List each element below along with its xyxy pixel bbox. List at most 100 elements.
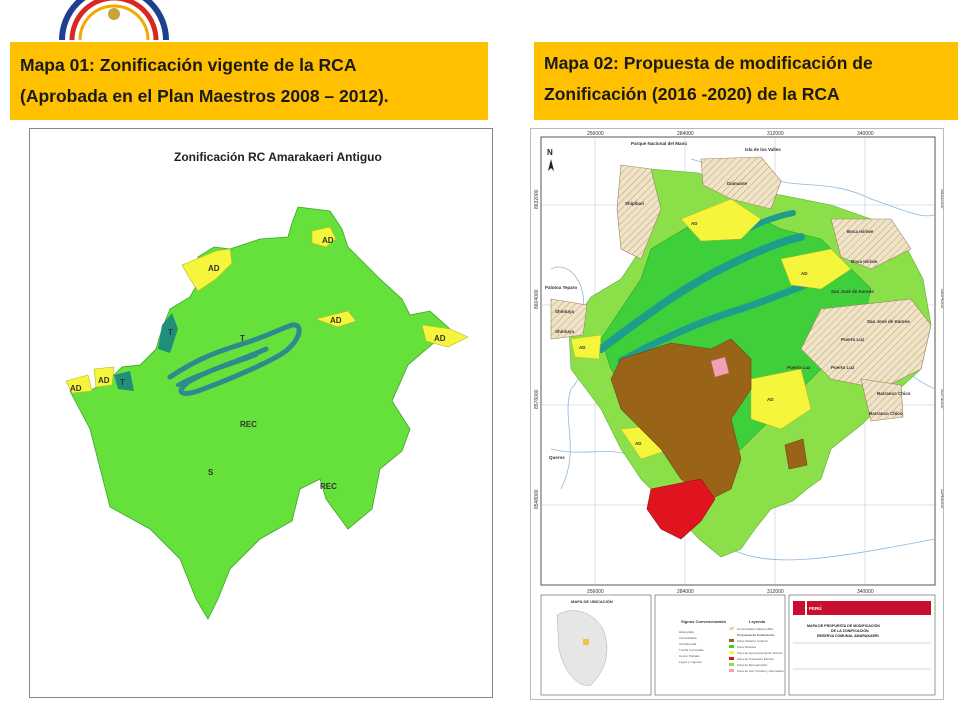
sign-item-1: Hidrografía	[679, 630, 694, 634]
map-01-label-rec-2: REC	[320, 482, 337, 491]
community-puerto-luz	[800, 298, 932, 390]
zone-ad-yellow-1	[680, 198, 762, 242]
map-01-label-ad-3: AD	[330, 316, 342, 325]
sign-item-6: Lagos y Lagunas	[679, 660, 702, 664]
place-boca-isiriwe: Boca Isiriwe	[847, 229, 874, 234]
legend-item-5: Zona de Aprovechamiento Directo	[737, 651, 783, 655]
legend-item-2: Propuesta de Zonificación	[737, 633, 775, 637]
map-01-current-zoning: Zonificación RC Amarakaeri Antiguo AD AD…	[29, 128, 493, 698]
coord-top-3: 312000	[767, 131, 784, 137]
zone-ad-yellow-2	[780, 248, 852, 290]
footer-signos-title: Signos Convencionales	[681, 619, 727, 624]
coord-left-2: 8604000	[534, 289, 540, 309]
map-01-label-ad-2: AD	[208, 264, 220, 273]
zone-pink	[710, 356, 730, 378]
map-01-label-ad-4: AD	[434, 334, 446, 343]
footer-ubicacion-title: MAPA DE UBICACIÓN	[571, 599, 613, 604]
map-01-label-ad-5: AD	[98, 376, 110, 385]
place-shintuya-2: Shintuya	[555, 329, 574, 334]
map-01-label-ad-6: AD	[70, 384, 82, 393]
map-02-canvas: 256000 284000 312000 340000 256000 28400…	[534, 131, 945, 696]
peru-shield-icon	[793, 601, 805, 615]
map-01-label-t-3: T	[120, 378, 125, 387]
zone-brown	[610, 338, 752, 500]
zone-ad-4	[421, 324, 469, 348]
place-puerto-luz: Puerto Luz	[841, 337, 865, 342]
zone-teal-river-1	[597, 233, 805, 353]
place-isla-valles: Isla de los Valles	[745, 147, 781, 152]
river-band-2	[176, 353, 258, 387]
footer-titulo-1: MAPA DE PROPUESTA DE MODIFICACIÓN	[807, 623, 880, 628]
sign-item-5: Centro Poblado	[679, 654, 700, 658]
community-boca-isiriwe	[830, 218, 912, 270]
map-01-title: Zonificación RC Amarakaeri Antiguo	[174, 150, 382, 164]
place-san-jose: San José de Karene	[831, 289, 874, 294]
caption-map-01-line1: Mapa 01: Zonificación vigente de la RCA	[20, 55, 357, 75]
footer-titulo-2: DE LA ZONIFICACIÓN	[831, 628, 869, 633]
place-boca-isiriwe-2: Boca Isiriwe	[851, 259, 878, 264]
map-01-label-ad-1: AD	[322, 236, 334, 245]
organization-logo	[59, 0, 169, 40]
sign-item-2: Vía Asfaltada	[679, 636, 697, 640]
map-02-footer: MAPA DE UBICACIÓN Signos Convencionales …	[540, 594, 936, 696]
place-palotoa: Palotoa Teparo	[545, 285, 577, 290]
sign-item-4: Trocha Carrozable	[679, 648, 704, 652]
zone-s-rec	[69, 206, 451, 620]
zone-ad-5	[93, 366, 115, 388]
coord-bottom-1: 256000	[587, 589, 604, 595]
place-ad-1: AD	[691, 221, 698, 226]
coord-bottom-3: 312000	[767, 589, 784, 595]
zone-t-2	[114, 371, 134, 391]
coord-bottom-4: 340000	[857, 589, 874, 595]
zone-ad-6	[65, 374, 93, 394]
coord-right-3: 8576000	[939, 389, 943, 409]
place-shintuya: Shintuya	[555, 309, 574, 314]
map-01-label-s: S	[208, 468, 214, 477]
place-san-jose-2: San José de Karene	[867, 319, 910, 324]
map-01-label-t-1: T	[168, 328, 173, 337]
map-01-label-t-2: T	[240, 334, 245, 343]
legend-item-4: Zona Silvestre	[737, 645, 757, 649]
community-diamante	[700, 156, 782, 210]
community-shipibari	[616, 164, 662, 260]
legend-item-1: Comunidades Nativas (BD)	[737, 627, 773, 631]
coord-right-4: 8548000	[939, 489, 943, 509]
coord-bottom-2: 284000	[677, 589, 694, 595]
footer-peru: PERÚ	[809, 605, 822, 611]
footer-titulo-3: RESERVA COMUNAL AMARAKAERI	[817, 634, 879, 638]
north-arrow-icon: N	[547, 148, 554, 171]
footer-leyenda-title: Leyenda	[749, 619, 766, 624]
zone-ad-3	[314, 310, 357, 328]
zone-ad-yellow-3	[750, 368, 812, 430]
place-ad-2: AD	[801, 271, 808, 276]
coord-left-1: 8632000	[534, 189, 540, 209]
place-queros: Queros	[549, 455, 565, 460]
north-label: N	[547, 148, 553, 157]
zone-red	[646, 478, 716, 540]
place-puerto-luz-3: Puerto Luz	[831, 365, 855, 370]
sign-item-3: Vía Afirmada	[679, 642, 697, 646]
place-barranco-chico: Barranco Chico	[877, 391, 911, 396]
zone-ad-1	[181, 248, 233, 292]
caption-map-02-line2: Zonificación (2016 -2020) de la RCA	[544, 84, 840, 104]
map-01-label-rec-1: REC	[240, 420, 257, 429]
map-01-canvas: Zonificación RC Amarakaeri Antiguo AD AD…	[65, 150, 469, 620]
coord-top-2: 284000	[677, 131, 694, 137]
place-puerto-luz-2: Puerto Luz	[787, 365, 811, 370]
coord-top-1: 256000	[587, 131, 604, 137]
zone-t-1	[158, 313, 178, 353]
legend-item-7: Zona de Recuperación	[737, 663, 768, 667]
place-ad-3: AD	[767, 397, 774, 402]
place-ad-4: AD	[635, 441, 642, 446]
coord-right-2: 8604000	[939, 289, 943, 309]
zone-ad-yellow-5	[570, 334, 602, 360]
zone-ad-2	[311, 226, 337, 248]
coord-left-3: 8576000	[534, 389, 540, 409]
legend-item-3: Zona Histórico Cultural	[737, 639, 768, 643]
caption-map-01: Mapa 01: Zonificación vigente de la RCA …	[10, 42, 488, 120]
coord-top-4: 340000	[857, 131, 874, 137]
place-shipibari: Shipibari	[625, 201, 644, 206]
map-02-proposed-zoning: 256000 284000 312000 340000 256000 28400…	[530, 128, 945, 700]
caption-map-01-line2: (Aprobada en el Plan Maestros 2008 – 201…	[20, 86, 389, 106]
zone-teal-river-2	[617, 275, 825, 365]
